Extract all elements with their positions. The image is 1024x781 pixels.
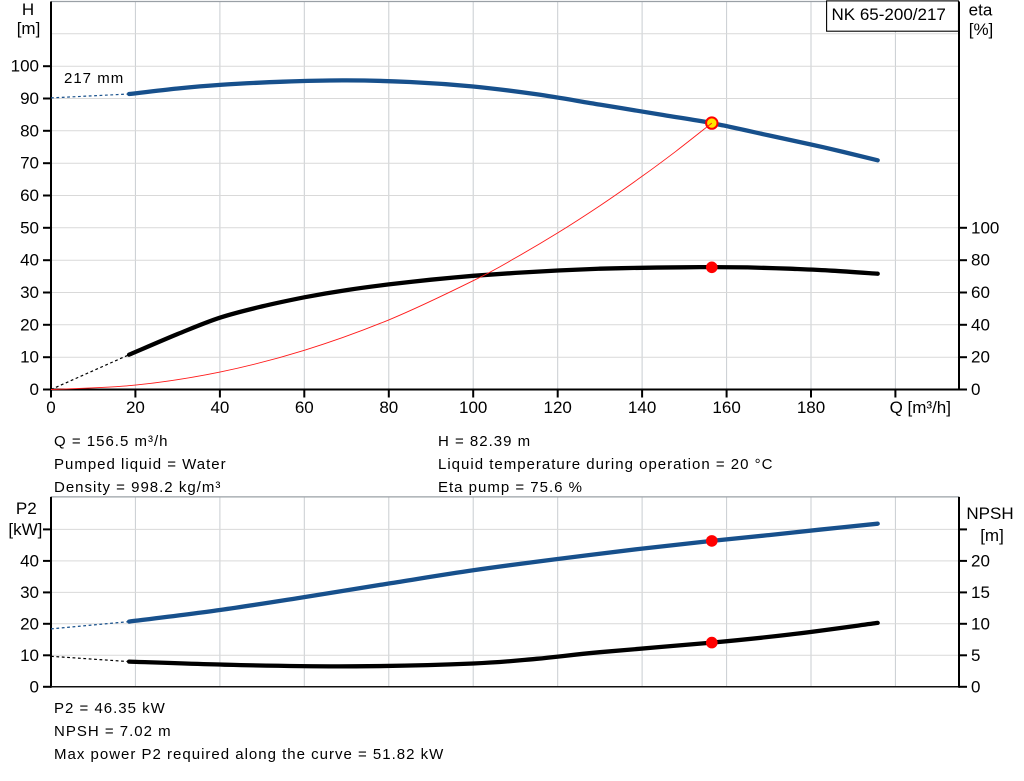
svg-text:NPSH: NPSH xyxy=(966,504,1013,523)
svg-text:40: 40 xyxy=(20,551,39,570)
svg-text:5: 5 xyxy=(971,646,980,665)
svg-text:100: 100 xyxy=(11,57,39,76)
svg-text:30: 30 xyxy=(20,583,39,602)
svg-text:[m]: [m] xyxy=(17,19,41,38)
svg-text:[%]: [%] xyxy=(969,20,994,39)
svg-text:60: 60 xyxy=(20,186,39,205)
svg-text:120: 120 xyxy=(544,398,572,417)
svg-text:20: 20 xyxy=(971,551,990,570)
svg-text:P2: P2 xyxy=(16,499,37,518)
svg-text:80: 80 xyxy=(379,398,398,417)
svg-text:20: 20 xyxy=(20,614,39,633)
svg-text:50: 50 xyxy=(20,218,39,237)
svg-text:Eta pump = 75.6 %: Eta pump = 75.6 % xyxy=(438,479,583,496)
svg-text:15: 15 xyxy=(971,583,990,602)
svg-text:0: 0 xyxy=(30,380,39,399)
svg-text:70: 70 xyxy=(20,154,39,173)
svg-text:Q [m³/h]: Q [m³/h] xyxy=(890,398,951,417)
svg-text:20: 20 xyxy=(20,315,39,334)
svg-text:0: 0 xyxy=(30,677,39,696)
svg-text:[kW]: [kW] xyxy=(8,520,42,539)
svg-text:80: 80 xyxy=(20,121,39,140)
svg-text:20: 20 xyxy=(126,398,145,417)
svg-text:160: 160 xyxy=(712,398,740,417)
svg-text:Liquid temperature during oper: Liquid temperature during operation = 20… xyxy=(438,456,773,473)
svg-text:140: 140 xyxy=(628,398,656,417)
svg-text:40: 40 xyxy=(971,315,990,334)
svg-text:0: 0 xyxy=(971,380,980,399)
svg-text:P2 = 46.35 kW: P2 = 46.35 kW xyxy=(54,700,166,717)
svg-text:0: 0 xyxy=(46,398,55,417)
svg-text:NPSH = 7.02 m: NPSH = 7.02 m xyxy=(54,723,172,740)
svg-text:100: 100 xyxy=(971,218,999,237)
svg-text:20: 20 xyxy=(971,348,990,367)
svg-text:90: 90 xyxy=(20,89,39,108)
svg-text:[m]: [m] xyxy=(980,526,1004,545)
svg-text:217 mm: 217 mm xyxy=(64,70,124,87)
svg-text:Q = 156.5 m³/h: Q = 156.5 m³/h xyxy=(54,433,168,450)
svg-text:NK 65-200/217: NK 65-200/217 xyxy=(832,5,946,24)
svg-text:60: 60 xyxy=(971,283,990,302)
svg-text:40: 40 xyxy=(20,251,39,270)
svg-text:100: 100 xyxy=(459,398,487,417)
svg-text:eta: eta xyxy=(969,1,993,20)
svg-text:Pumped liquid = Water: Pumped liquid = Water xyxy=(54,456,227,473)
svg-text:H: H xyxy=(22,0,34,19)
svg-text:Max power P2 required along th: Max power P2 required along the curve = … xyxy=(54,746,444,763)
svg-text:10: 10 xyxy=(20,348,39,367)
svg-text:10: 10 xyxy=(20,646,39,665)
svg-text:180: 180 xyxy=(797,398,825,417)
svg-text:40: 40 xyxy=(210,398,229,417)
svg-text:0: 0 xyxy=(971,677,980,696)
svg-text:80: 80 xyxy=(971,251,990,270)
svg-text:30: 30 xyxy=(20,283,39,302)
svg-text:H = 82.39 m: H = 82.39 m xyxy=(438,433,531,450)
svg-text:10: 10 xyxy=(971,614,990,633)
svg-text:Density = 998.2 kg/m³: Density = 998.2 kg/m³ xyxy=(54,479,221,496)
svg-text:60: 60 xyxy=(295,398,314,417)
